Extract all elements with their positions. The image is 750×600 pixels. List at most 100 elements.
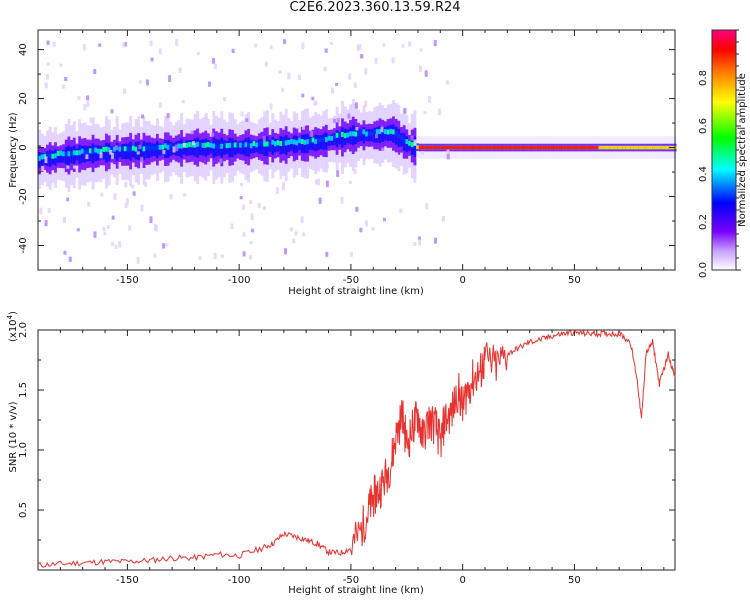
ridge-core-cell: [233, 140, 237, 155]
noise-speckle: [382, 42, 386, 47]
ridge-peak-cell: [558, 145, 562, 150]
snr-x-tick-label: 50: [568, 575, 581, 586]
ridge-core-cell: [118, 146, 122, 158]
noise-speckle: [382, 217, 386, 222]
ridge-core-cell: [59, 150, 63, 163]
ridge-peak-cell: [483, 145, 487, 150]
ridge-core-cell: [131, 144, 135, 158]
noise-speckle: [381, 147, 385, 151]
noise-speckle: [45, 73, 49, 80]
noise-speckle: [254, 129, 258, 134]
ridge-peak-cell: [91, 148, 95, 154]
noise-speckle: [359, 227, 363, 233]
noise-speckle: [413, 242, 417, 246]
ridge-peak-cell: [94, 147, 98, 153]
noise-speckle: [423, 111, 427, 115]
ridge-core-cell: [185, 140, 189, 156]
noise-speckle: [424, 70, 428, 77]
noise-speckle: [241, 204, 245, 210]
noise-speckle: [106, 225, 110, 229]
ridge-peak-cell: [448, 145, 452, 150]
ridge-peak-cell: [456, 145, 460, 150]
noise-speckle: [207, 81, 211, 87]
ridge-peak-cell: [633, 145, 637, 150]
ridge-peak-cell: [67, 151, 71, 157]
noise-speckle: [123, 41, 127, 47]
noise-speckle: [144, 182, 148, 187]
noise-speckle: [374, 57, 378, 65]
ridge-peak-cell: [496, 145, 500, 150]
heatmap-y-tick-label: -40: [18, 237, 29, 253]
ridge-peak-cell: [126, 145, 130, 151]
ridge-peak-cell: [142, 146, 146, 152]
ridge-peak-cell: [137, 146, 141, 152]
ridge-peak-cell: [156, 144, 159, 150]
noise-speckle: [66, 197, 70, 202]
noise-speckle: [198, 256, 202, 260]
heatmap-y-tick-label: 20: [18, 92, 29, 105]
ridge-peak-cell: [593, 145, 597, 150]
noise-speckle: [311, 96, 315, 101]
noise-speckle: [162, 150, 166, 155]
snr-y-tick-label: 1.0: [18, 442, 29, 458]
ridge-peak-cell: [70, 151, 74, 157]
noise-speckle: [172, 146, 176, 153]
ridge-core-cell: [206, 139, 210, 156]
ridge-peak-cell: [662, 145, 666, 150]
colorbar-tick-label: 0.4: [698, 166, 709, 182]
noise-speckle: [231, 48, 235, 54]
ridge-peak-cell: [625, 145, 629, 150]
noise-speckle: [397, 113, 401, 117]
ridge-peak-cell: [620, 145, 623, 150]
ridge-core-cell: [271, 136, 275, 155]
ridge-peak-cell: [244, 142, 248, 148]
noise-speckle: [330, 87, 334, 94]
ridge-peak-cell: [193, 142, 197, 148]
ridge-peak-cell: [536, 145, 540, 150]
noise-speckle: [124, 181, 128, 188]
ridge-peak-cell: [590, 145, 594, 150]
noise-speckle: [131, 184, 135, 189]
ridge-peak-cell: [397, 133, 401, 139]
ridge-peak-cell: [475, 145, 479, 150]
ridge-peak-cell: [338, 132, 342, 138]
ridge-peak-cell: [78, 150, 82, 156]
ridge-core-cell: [169, 141, 173, 157]
ridge-peak-cell: [333, 134, 336, 140]
colorbar-tick-label: 0.6: [698, 118, 709, 134]
noise-speckle: [418, 65, 422, 72]
ridge-peak-cell: [595, 145, 599, 150]
noise-speckle: [248, 255, 252, 260]
ridge-core-cell: [362, 127, 366, 144]
ridge-peak-cell: [287, 139, 291, 145]
ridge-core-cell: [311, 135, 315, 151]
noise-speckle: [318, 197, 322, 204]
noise-speckle: [128, 225, 132, 231]
ridge-peak-cell: [488, 145, 492, 150]
svg-text:(x104): (x104): [6, 311, 19, 342]
ridge-peak-cell: [547, 145, 551, 150]
ridge-peak-cell: [343, 133, 347, 139]
colorbar-tick-label: 0.8: [698, 70, 709, 86]
noise-speckle: [249, 240, 253, 245]
noise-speckle: [191, 141, 195, 146]
ridge-peak-cell: [389, 128, 393, 134]
ridge-core-cell: [257, 139, 261, 154]
ridge-peak-cell: [292, 139, 296, 145]
noise-speckle: [302, 124, 306, 130]
ridge-peak-cell: [206, 142, 210, 148]
heatmap-x-tick-label: -150: [116, 275, 139, 286]
ridge-core-cell: [105, 142, 108, 163]
snr-chart: -150 -100 -50 0 50 0.5 1.0 1.5 2.0 Height of str…: [6, 311, 676, 596]
snr-x-tick-label: 0: [459, 575, 465, 586]
ridge-peak-cell: [265, 141, 269, 147]
ridge-core-cell: [88, 146, 92, 162]
ridge-peak-cell: [231, 143, 235, 149]
noise-speckle: [282, 181, 286, 188]
noise-speckle: [114, 245, 118, 249]
ridge-peak-cell: [212, 143, 216, 149]
noise-speckle: [401, 162, 405, 167]
ridge-peak-cell: [552, 145, 556, 150]
ridge-peak-cell: [526, 145, 530, 150]
noise-speckle: [118, 241, 122, 248]
